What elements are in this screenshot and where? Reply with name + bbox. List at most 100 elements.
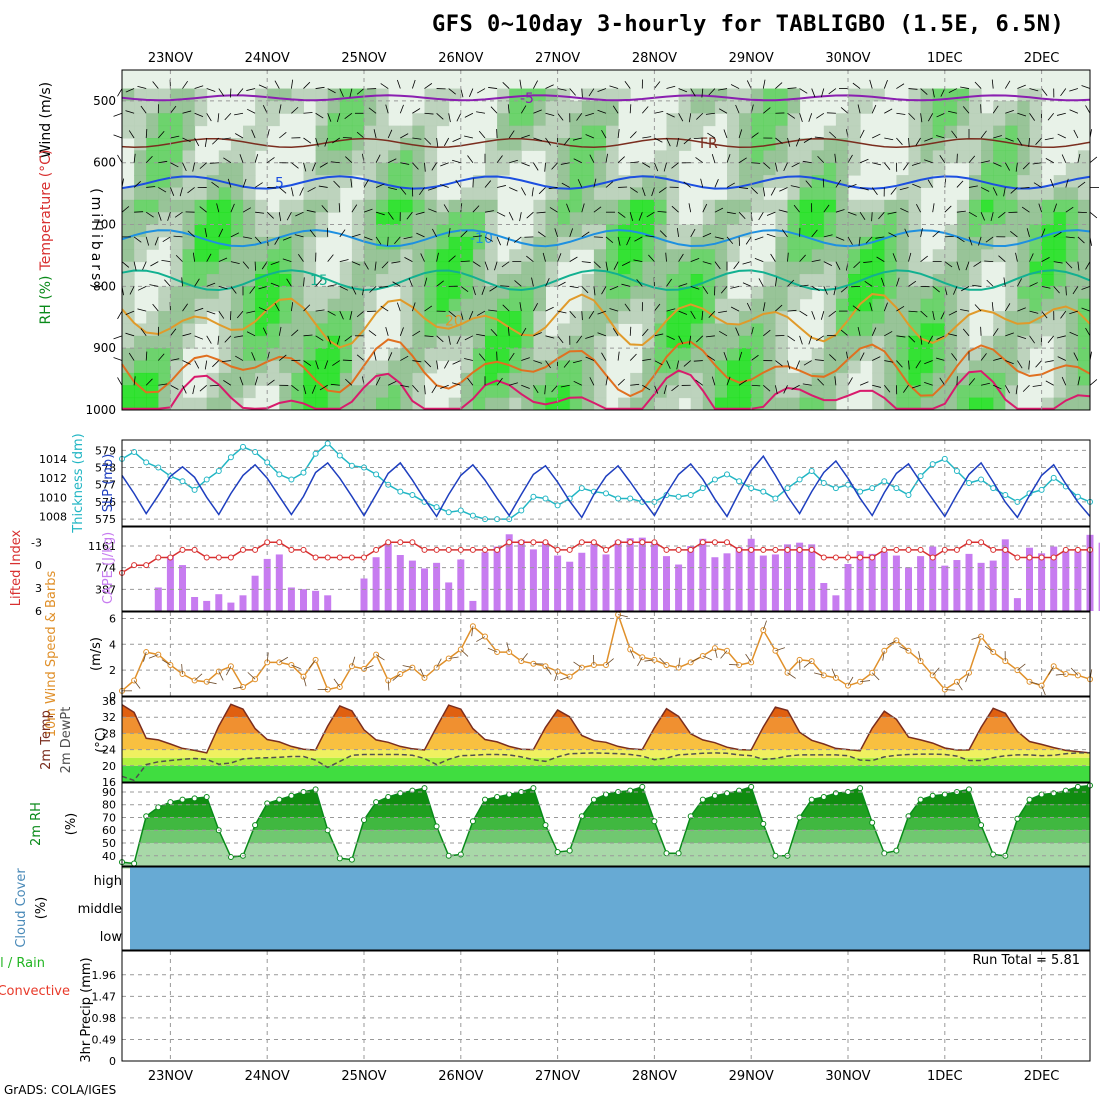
- rh-shade-cell: [932, 311, 946, 324]
- wind-barb: [375, 154, 381, 163]
- pressure-marker: [941, 455, 948, 462]
- rh-shade-cell: [666, 212, 680, 226]
- wind-barb: [484, 180, 492, 188]
- wind-barb: [356, 310, 365, 318]
- wind-barb: [985, 236, 994, 243]
- wind-barb: [406, 211, 413, 220]
- rh-shade-cell: [533, 261, 546, 275]
- rh-shade-cell: [230, 249, 244, 263]
- rh-marker: [1038, 791, 1045, 798]
- rh-shade-cell: [666, 224, 680, 238]
- rh-tick-label: 50: [102, 837, 116, 850]
- surface-wind-barb: [678, 657, 681, 668]
- rh-shade-cell: [364, 397, 377, 411]
- rh-shade-cell: [1005, 323, 1018, 337]
- rh-shade-cell: [1041, 199, 1055, 213]
- wind-barb: [345, 156, 353, 164]
- rh-shade-cell: [170, 100, 183, 114]
- rh-shade-cell: [521, 385, 534, 399]
- rh-shade-cell: [727, 298, 740, 312]
- wind-barb: [157, 212, 162, 221]
- rh-shade-cell: [412, 175, 425, 188]
- pressure-marker: [820, 480, 827, 486]
- surface-wind-barb: [309, 659, 316, 668]
- rh-shade-cell: [533, 212, 546, 226]
- rh-shade-cell: [158, 187, 171, 201]
- wind-barb: [460, 230, 468, 238]
- cape-bar: [856, 551, 864, 611]
- wind-barb: [424, 137, 432, 145]
- rh-shade-cell: [944, 335, 958, 349]
- wind-barb: [847, 211, 857, 216]
- pressure-marker: [1050, 474, 1057, 481]
- rh-shade-cell: [485, 162, 498, 176]
- wind-barb: [569, 88, 576, 96]
- rh-shade-cell: [884, 372, 897, 386]
- rh-shade-cell: [194, 100, 208, 114]
- wind-barb: [968, 185, 978, 188]
- rh-shade-cell: [122, 224, 135, 238]
- wind-barb: [545, 278, 550, 287]
- rh-shade-cell: [327, 199, 341, 213]
- wind-barb: [145, 351, 148, 361]
- wind10m-frame: [121, 611, 1091, 697]
- rh-shade-cell: [146, 187, 159, 201]
- rh-shade-cell: [823, 150, 837, 164]
- rh-shade-cell: [569, 385, 583, 399]
- wind-barb: [775, 162, 778, 172]
- rh-shade-cell: [182, 113, 196, 127]
- wind-barb: [170, 328, 177, 337]
- wind-barb: [629, 326, 632, 336]
- rh-shade-cell: [134, 138, 147, 151]
- wind-barb: [944, 261, 953, 268]
- wind-barb: [859, 129, 865, 139]
- rh-shade-cell: [714, 348, 728, 362]
- rh-shade-cell: [194, 224, 208, 238]
- wind-barb: [711, 376, 716, 386]
- rh-shade-cell: [509, 261, 522, 275]
- rh-shade-cell: [690, 348, 704, 362]
- instability-marker: [772, 546, 779, 553]
- rh-shade-cell: [654, 261, 667, 275]
- wind-barb: [617, 236, 621, 246]
- wind-barb: [500, 285, 510, 287]
- wind-barb: [887, 211, 897, 215]
- wind-barb: [448, 227, 451, 237]
- rh-shade-cell: [739, 125, 752, 139]
- wind-barb: [145, 211, 154, 218]
- wind-barb: [1005, 137, 1014, 142]
- wind-barb: [641, 106, 649, 114]
- wind-barb: [665, 252, 667, 262]
- wind-barb: [896, 112, 906, 115]
- rh-shade-cell: [654, 199, 667, 213]
- rh-shade-cell: [206, 286, 220, 300]
- rh-shade-cell: [351, 249, 365, 263]
- wind-barb: [399, 187, 407, 195]
- rh-shade-cell: [1029, 274, 1043, 287]
- rh-shade-cell: [182, 236, 196, 250]
- rh-shade-cell: [291, 212, 304, 226]
- pressure-marker: [542, 495, 549, 502]
- rh-shade-cell: [545, 212, 559, 226]
- cape-bar: [832, 595, 840, 611]
- wind-barb: [688, 335, 692, 345]
- wind-barb: [125, 110, 135, 114]
- cape-bar: [892, 555, 900, 611]
- surface-wind-barb: [545, 666, 552, 675]
- rh-shade-cell: [666, 397, 680, 411]
- rh-shade-cell: [860, 199, 873, 213]
- precip-tick-label: 1.96: [92, 969, 117, 982]
- wind-barb: [554, 228, 558, 238]
- cape-bar: [481, 552, 489, 611]
- rh-shade-cell: [763, 348, 776, 362]
- rh-shade-cell: [521, 323, 534, 337]
- wind-barb: [671, 384, 679, 392]
- wind-barb: [1060, 88, 1067, 97]
- wind-barb: [375, 211, 385, 216]
- wind-barb: [303, 385, 307, 395]
- wind-barb: [888, 232, 897, 238]
- rh-shade-cell: [303, 348, 317, 362]
- wind-barb: [469, 88, 474, 97]
- wind-barb: [408, 277, 413, 287]
- rh-shade-cell: [908, 372, 922, 386]
